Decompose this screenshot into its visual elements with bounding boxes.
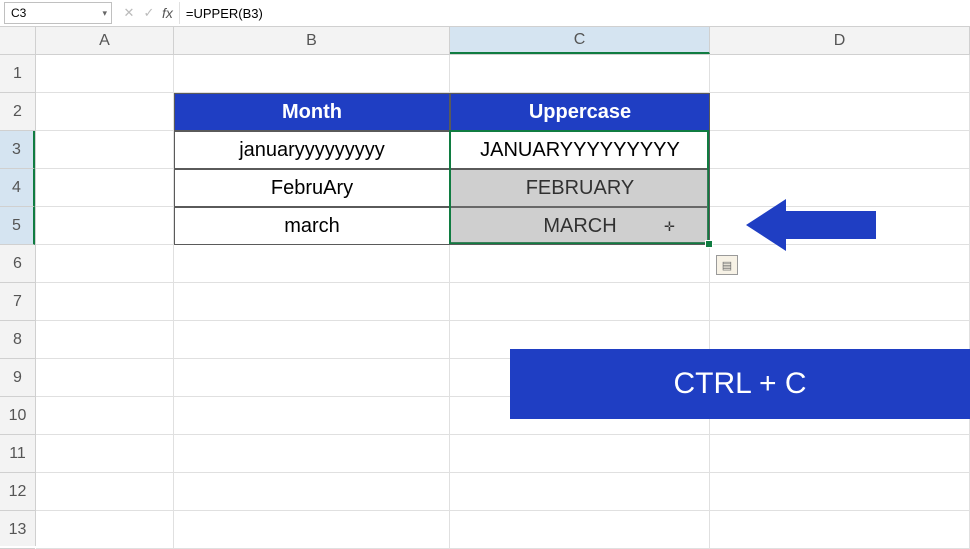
cell-D2[interactable]	[710, 93, 970, 131]
row-header-4[interactable]: 4	[0, 169, 35, 207]
column-header-c[interactable]: C	[450, 27, 710, 54]
row-header-5[interactable]: 5	[0, 207, 35, 245]
column-header-d[interactable]: D	[710, 27, 970, 54]
cell-B12[interactable]	[174, 473, 450, 511]
cell-A10[interactable]	[36, 397, 174, 435]
column-header-b[interactable]: B	[174, 27, 450, 54]
worksheet: ABCD 12345678910111213 MonthUppercasejan…	[0, 27, 970, 546]
cell-D1[interactable]	[710, 55, 970, 93]
chevron-down-icon[interactable]: ▾	[102, 8, 107, 19]
fx-icon[interactable]: fx	[162, 5, 173, 21]
cell-D3[interactable]	[710, 131, 970, 169]
autofill-options-button[interactable]: ▤	[716, 255, 738, 275]
row-header-10[interactable]: 10	[0, 397, 35, 435]
cell-B5[interactable]: march	[174, 207, 450, 245]
cell-A13[interactable]	[36, 511, 174, 549]
cell-C4[interactable]: FEBRUARY	[450, 169, 710, 207]
cell-B11[interactable]	[174, 435, 450, 473]
cell-B1[interactable]	[174, 55, 450, 93]
row-header-6[interactable]: 6	[0, 245, 35, 283]
cell-A6[interactable]	[36, 245, 174, 283]
cell-A11[interactable]	[36, 435, 174, 473]
arrow-body	[786, 211, 876, 239]
column-headers: ABCD	[36, 27, 970, 55]
formula-input[interactable]: =UPPER(B3)	[179, 2, 970, 24]
cell-C6[interactable]	[450, 245, 710, 283]
row-header-13[interactable]: 13	[0, 511, 35, 549]
cell-A7[interactable]	[36, 283, 174, 321]
fill-handle[interactable]	[705, 240, 713, 248]
cell-B10[interactable]	[174, 397, 450, 435]
cells-grid[interactable]: MonthUppercasejanuaryyyyyyyyyJANUARYYYYY…	[36, 55, 970, 546]
cancel-formula-icon[interactable]: ✕	[122, 5, 136, 21]
arrow-callout	[746, 199, 876, 251]
cell-A2[interactable]	[36, 93, 174, 131]
formula-controls: ✕ ✓ fx	[116, 5, 179, 21]
cell-C2[interactable]: Uppercase	[450, 93, 710, 131]
cell-A4[interactable]	[36, 169, 174, 207]
formula-text: =UPPER(B3)	[186, 6, 263, 21]
name-box[interactable]: C3 ▾	[4, 2, 112, 24]
cell-C11[interactable]	[450, 435, 710, 473]
row-header-1[interactable]: 1	[0, 55, 35, 93]
arrow-head-icon	[746, 199, 786, 251]
formula-bar: C3 ▾ ✕ ✓ fx =UPPER(B3)	[0, 0, 970, 27]
row-header-2[interactable]: 2	[0, 93, 35, 131]
row-header-11[interactable]: 11	[0, 435, 35, 473]
cell-reference: C3	[11, 6, 26, 20]
shortcut-banner: CTRL + C	[510, 349, 970, 419]
select-all-corner[interactable]	[0, 27, 36, 55]
row-header-12[interactable]: 12	[0, 473, 35, 511]
cell-D12[interactable]	[710, 473, 970, 511]
cell-A9[interactable]	[36, 359, 174, 397]
cell-D11[interactable]	[710, 435, 970, 473]
cell-A3[interactable]	[36, 131, 174, 169]
row-header-7[interactable]: 7	[0, 283, 35, 321]
cell-C7[interactable]	[450, 283, 710, 321]
cell-A1[interactable]	[36, 55, 174, 93]
cell-A8[interactable]	[36, 321, 174, 359]
cell-B3[interactable]: januaryyyyyyyyy	[174, 131, 450, 169]
cell-C12[interactable]	[450, 473, 710, 511]
cell-A5[interactable]	[36, 207, 174, 245]
cell-C5[interactable]: MARCH	[450, 207, 710, 245]
cell-D13[interactable]	[710, 511, 970, 549]
row-header-3[interactable]: 3	[0, 131, 35, 169]
cell-B7[interactable]	[174, 283, 450, 321]
cell-A12[interactable]	[36, 473, 174, 511]
cell-D7[interactable]	[710, 283, 970, 321]
column-header-a[interactable]: A	[36, 27, 174, 54]
cell-B4[interactable]: FebruAry	[174, 169, 450, 207]
row-header-8[interactable]: 8	[0, 321, 35, 359]
accept-formula-icon[interactable]: ✓	[142, 5, 156, 21]
cell-B9[interactable]	[174, 359, 450, 397]
cell-B2[interactable]: Month	[174, 93, 450, 131]
cell-B13[interactable]	[174, 511, 450, 549]
cell-B8[interactable]	[174, 321, 450, 359]
row-headers: 12345678910111213	[0, 55, 36, 546]
row-header-9[interactable]: 9	[0, 359, 35, 397]
cell-B6[interactable]	[174, 245, 450, 283]
cell-C13[interactable]	[450, 511, 710, 549]
cell-C3[interactable]: JANUARYYYYYYYYY	[450, 131, 710, 169]
cell-C1[interactable]	[450, 55, 710, 93]
